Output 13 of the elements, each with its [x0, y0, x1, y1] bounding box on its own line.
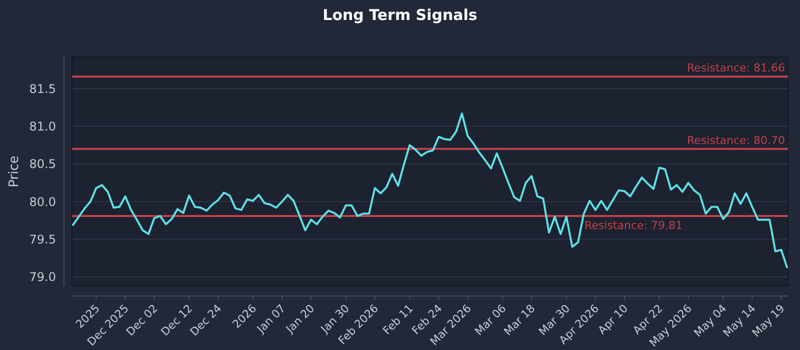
chart-title: Long Term Signals: [322, 6, 478, 24]
y-tick-label: 80.5: [29, 157, 56, 172]
line-series: [72, 112, 788, 268]
y-tick-label: 81.5: [29, 82, 56, 96]
ref-line-label: Resistance: 80.70: [687, 134, 785, 147]
y-tick-label: 81.0: [29, 120, 56, 134]
ref-line-label: Resistance: 81.66: [687, 62, 785, 75]
y-tick-label: 80.0: [29, 194, 56, 209]
y-tick-label: 79.0: [29, 270, 56, 284]
y-axis-title: Price: [7, 156, 22, 188]
ref-line-label: Resistance: 79.81: [584, 218, 683, 232]
y-tick-label: 79.5: [29, 232, 56, 246]
x-tick-label: Jan 20: [282, 302, 318, 336]
